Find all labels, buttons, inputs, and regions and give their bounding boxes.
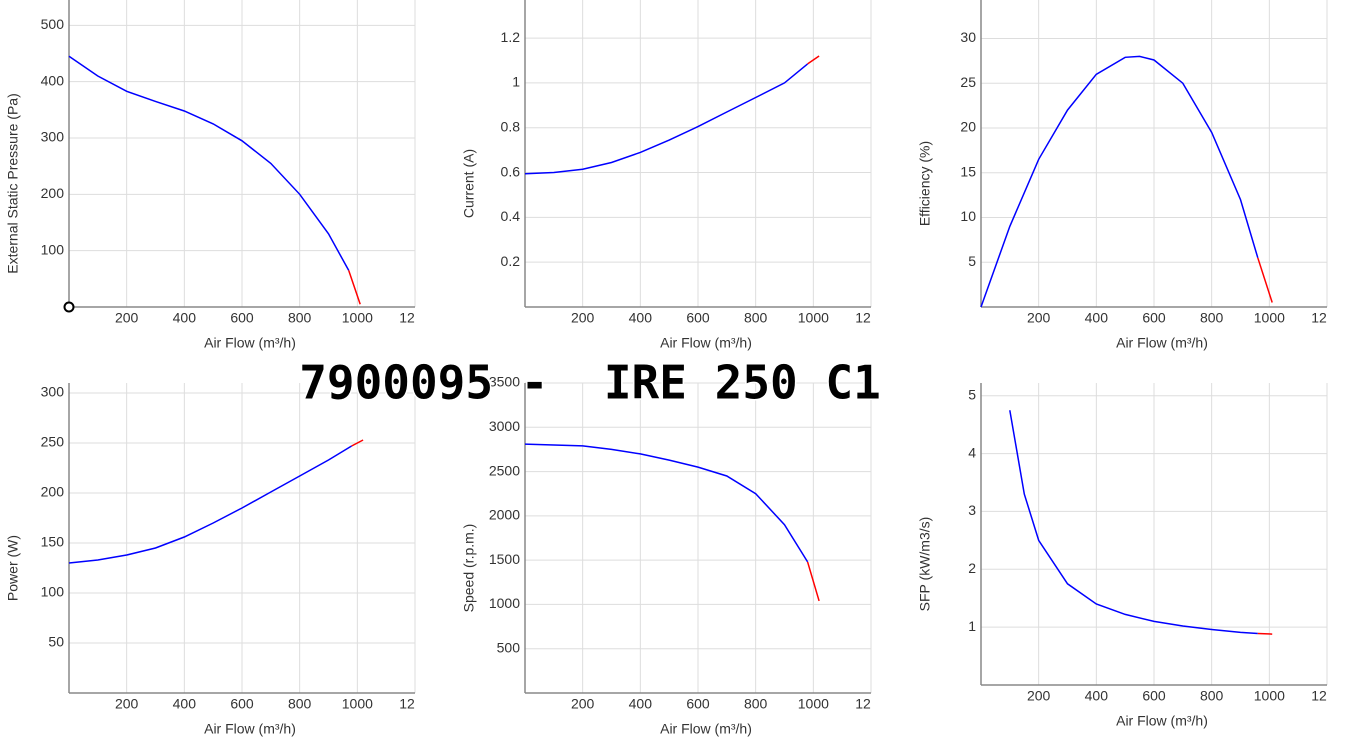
y-tick-label: 2 xyxy=(968,560,976,576)
y-tick-label: 3000 xyxy=(489,418,520,434)
curve xyxy=(347,270,361,305)
y-tick-label: 250 xyxy=(41,434,65,450)
x-tick-label: 12 xyxy=(855,696,871,712)
y-tick-label: 1500 xyxy=(489,551,520,567)
y-tick-label: 0.6 xyxy=(501,163,521,179)
y-tick-label: 10 xyxy=(960,208,976,224)
x-tick-label: 200 xyxy=(115,696,139,712)
y-tick-label: 150 xyxy=(41,534,65,550)
y-tick-label: 2500 xyxy=(489,462,520,478)
curve xyxy=(1257,257,1273,303)
x-tick-label: 400 xyxy=(173,310,197,326)
x-tick-label: 600 xyxy=(1142,310,1166,326)
y-tick-label: 500 xyxy=(497,639,521,655)
x-tick-label: 12 xyxy=(855,310,871,326)
curve xyxy=(351,439,364,447)
y-axis-label: Speed (r.p.m.) xyxy=(461,524,477,613)
x-tick-label: 200 xyxy=(115,310,139,326)
x-tick-label: 600 xyxy=(686,696,710,712)
x-tick-label: 1000 xyxy=(342,310,373,326)
y-tick-label: 100 xyxy=(41,241,65,257)
y-tick-label: 300 xyxy=(41,129,65,145)
x-tick-label: 800 xyxy=(744,310,768,326)
y-tick-label: 25 xyxy=(960,74,976,90)
x-tick-label: 800 xyxy=(744,696,768,712)
x-tick-label: 400 xyxy=(1085,310,1109,326)
y-tick-label: 400 xyxy=(41,72,65,88)
x-axis-label: Air Flow (m³/h) xyxy=(660,721,752,737)
y-tick-label: 200 xyxy=(41,484,65,500)
y-axis-label: External Static Pressure (Pa) xyxy=(5,93,21,274)
y-tick-label: 500 xyxy=(41,16,65,32)
curve xyxy=(68,445,352,564)
x-tick-label: 12 xyxy=(1311,310,1327,326)
y-tick-label: 5 xyxy=(968,386,976,402)
y-tick-label: 30 xyxy=(960,29,976,45)
y-axis-label: Power (W) xyxy=(5,535,21,601)
x-tick-label: 200 xyxy=(571,310,595,326)
x-tick-label: 400 xyxy=(629,310,653,326)
x-tick-label: 600 xyxy=(230,696,254,712)
x-axis-label: Air Flow (m³/h) xyxy=(1116,335,1208,351)
curve xyxy=(980,55,1259,308)
y-tick-label: 2000 xyxy=(489,507,520,523)
operating-point xyxy=(63,301,75,313)
y-tick-label: 20 xyxy=(960,119,976,135)
x-tick-label: 12 xyxy=(399,310,415,326)
curve xyxy=(524,63,809,175)
page-title: 7900095 - IRE 250 C1 xyxy=(299,356,881,410)
x-tick-label: 800 xyxy=(1200,688,1224,704)
x-tick-label: 1000 xyxy=(342,696,373,712)
x-tick-label: 600 xyxy=(686,310,710,326)
curve xyxy=(1009,410,1258,635)
y-tick-label: 5 xyxy=(968,253,976,269)
x-tick-label: 200 xyxy=(1027,310,1051,326)
y-tick-label: 1.2 xyxy=(501,29,521,45)
x-tick-label: 1000 xyxy=(1254,688,1285,704)
x-axis-label: Air Flow (m³/h) xyxy=(204,335,296,351)
x-tick-label: 1000 xyxy=(798,310,829,326)
x-tick-label: 400 xyxy=(173,696,197,712)
curve xyxy=(806,561,820,602)
curve xyxy=(68,55,350,271)
y-tick-label: 0.8 xyxy=(501,118,521,134)
y-tick-label: 3 xyxy=(968,502,976,518)
y-tick-label: 1000 xyxy=(489,595,520,611)
x-tick-label: 800 xyxy=(288,310,312,326)
y-tick-label: 0.4 xyxy=(501,208,521,224)
curve xyxy=(524,443,809,563)
y-tick-label: 100 xyxy=(41,584,65,600)
x-axis-label: Air Flow (m³/h) xyxy=(1116,713,1208,729)
x-tick-label: 12 xyxy=(399,696,415,712)
x-tick-label: 200 xyxy=(571,696,595,712)
x-axis-label: Air Flow (m³/h) xyxy=(660,335,752,351)
x-tick-label: 800 xyxy=(288,696,312,712)
y-tick-label: 300 xyxy=(41,384,65,400)
y-tick-label: 1 xyxy=(968,618,976,634)
y-axis-label: Efficiency (%) xyxy=(917,141,933,226)
y-axis-label: Current (A) xyxy=(461,149,477,218)
y-tick-label: 0.2 xyxy=(501,253,521,269)
x-tick-label: 600 xyxy=(230,310,254,326)
y-tick-label: 15 xyxy=(960,163,976,179)
curve xyxy=(807,55,820,65)
x-tick-label: 400 xyxy=(1085,688,1109,704)
x-tick-label: 1000 xyxy=(1254,310,1285,326)
y-tick-label: 200 xyxy=(41,185,65,201)
x-tick-label: 400 xyxy=(629,696,653,712)
x-tick-label: 800 xyxy=(1200,310,1224,326)
x-tick-label: 600 xyxy=(1142,688,1166,704)
curve xyxy=(1257,632,1273,635)
y-tick-label: 50 xyxy=(48,634,64,650)
x-tick-label: 1000 xyxy=(798,696,829,712)
y-axis-label: SFP (kW/m3/s) xyxy=(917,517,933,612)
x-axis-label: Air Flow (m³/h) xyxy=(204,721,296,737)
y-tick-label: 4 xyxy=(968,444,976,460)
x-tick-label: 12 xyxy=(1311,688,1327,704)
x-tick-label: 200 xyxy=(1027,688,1051,704)
y-tick-label: 3500 xyxy=(489,374,520,390)
y-tick-label: 1 xyxy=(512,74,520,90)
